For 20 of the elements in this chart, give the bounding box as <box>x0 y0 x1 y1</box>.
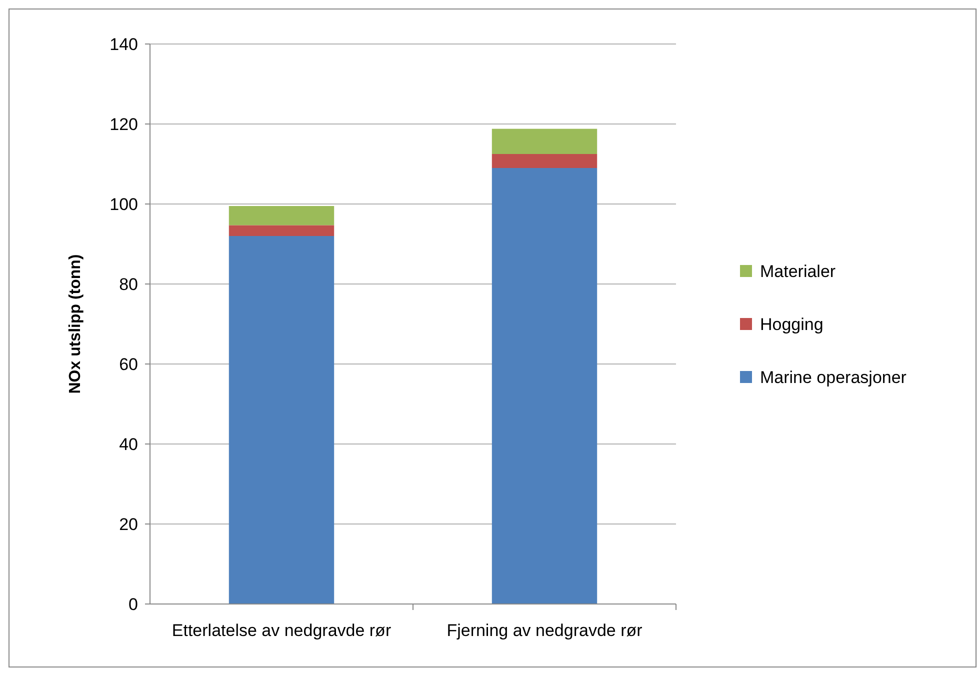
bar <box>228 206 334 226</box>
y-tick-label: 60 <box>119 354 138 374</box>
bar <box>228 236 334 604</box>
y-tick-label: 20 <box>119 514 138 534</box>
bar <box>492 128 598 154</box>
legend-label: Materialer <box>760 262 836 281</box>
y-tick-label: 80 <box>119 274 138 294</box>
y-tick-label: 40 <box>119 434 138 454</box>
legend-label: Hogging <box>760 314 824 334</box>
legend-label: Marine operasjoner <box>760 368 907 387</box>
y-axis-title: NOx utslipp (tonn) <box>67 254 84 394</box>
bar <box>492 168 598 604</box>
y-tick-label: 140 <box>110 34 138 54</box>
y-tick-label: 0 <box>128 594 138 614</box>
y-tick-label: 120 <box>110 114 138 134</box>
y-tick-label: 100 <box>110 194 138 214</box>
bar <box>228 225 334 236</box>
bar <box>492 154 598 168</box>
x-tick-label: Etterlatelse av nedgravde rør <box>172 621 392 640</box>
x-tick-label: Fjerning av nedgravde rør <box>446 621 643 640</box>
